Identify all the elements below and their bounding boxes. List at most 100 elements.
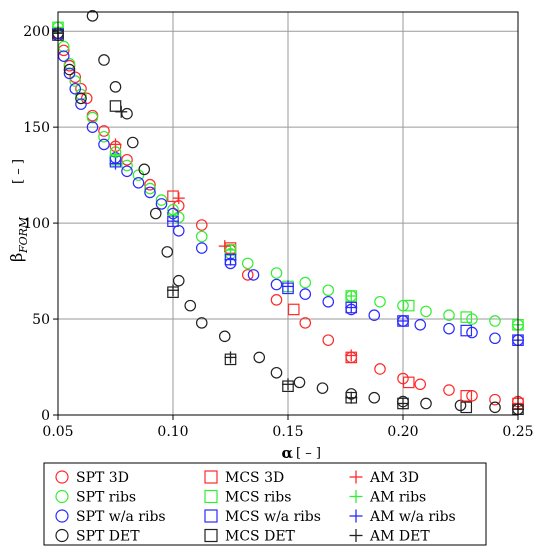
data-point-spt-ribs	[69, 75, 82, 87]
data-point-am-3d	[109, 138, 122, 151]
data-point-spt-det	[420, 397, 432, 410]
data-point-am-w-a-ribs	[282, 280, 294, 293]
legend-label-spt-ribs: SPT ribs	[76, 490, 136, 506]
x-axis-unit: [ – ]	[296, 446, 321, 461]
data-point-spt-3d	[322, 334, 335, 346]
data-point-am-det	[224, 351, 237, 364]
data-point-spt-det	[184, 299, 197, 312]
legend-marker-am-w-a-ribs	[349, 509, 363, 523]
legend-marker-mcs-det	[204, 528, 218, 543]
data-point-am-ribs	[345, 290, 358, 303]
x-tick-label: 0.10	[157, 424, 188, 440]
data-point-spt-w-a-ribs	[75, 98, 87, 110]
data-point-spt-det	[316, 382, 329, 394]
data-point-spt-3d	[270, 294, 283, 306]
data-point-spt-ribs	[144, 182, 156, 195]
data-point-am-3d	[345, 349, 358, 362]
data-point-spt-ribs	[195, 230, 208, 243]
legend-label-am-3d: AM 3D	[369, 470, 419, 486]
data-point-am-w-a-ribs	[345, 301, 358, 314]
legend-label-am-ribs: AM ribs	[369, 490, 426, 506]
data-point-spt-det	[126, 136, 139, 149]
data-point-spt-det	[86, 10, 99, 22]
legend-label-mcs-det: MCS DET	[225, 529, 296, 545]
legend-label-spt-det: SPT DET	[76, 529, 140, 545]
y-axis-label-main: β	[7, 253, 26, 262]
y-tick-label: 150	[23, 120, 50, 136]
x-tick-label: 0.25	[502, 424, 533, 440]
legend-label-am-w-a-ribs: AM w/a ribs	[369, 509, 456, 525]
data-point-spt-w-a-ribs	[98, 138, 110, 151]
data-point-am-3d	[172, 192, 185, 205]
data-point-spt-w-a-ribs	[247, 269, 260, 281]
x-tick-label: 0.20	[387, 424, 418, 440]
data-point-mcs-det	[460, 401, 473, 414]
data-point-spt-3d	[144, 178, 156, 191]
legend-marker-spt-ribs	[55, 489, 69, 504]
legend-box	[43, 462, 487, 546]
y-tick-label: 0	[41, 408, 50, 424]
data-point-spt-ribs	[322, 284, 335, 297]
data-point-spt-det	[149, 207, 162, 220]
data-point-spt-det	[253, 351, 266, 364]
data-point-spt-w-a-ribs	[443, 322, 455, 335]
data-point-spt-3d	[121, 153, 133, 166]
data-point-spt-ribs	[86, 111, 99, 124]
data-point-spt-3d	[489, 393, 501, 406]
legend-label-spt-w-a-ribs: SPT w/a ribs	[76, 509, 166, 525]
data-point-spt-w-a-ribs	[489, 332, 501, 345]
legend-label-spt-3d: SPT 3D	[76, 470, 129, 486]
data-point-spt-ribs	[121, 159, 133, 172]
data-point-am-w-a-ribs	[167, 215, 179, 228]
legend-label-mcs-3d: MCS 3D	[225, 470, 284, 486]
data-point-spt-3d	[299, 317, 312, 329]
data-point-spt-det	[98, 54, 110, 66]
data-point-spt-w-a-ribs	[155, 198, 168, 210]
legend-marker-mcs-w-a-ribs	[204, 509, 218, 523]
data-point-spt-ribs	[270, 267, 283, 279]
data-point-spt-3d	[374, 363, 386, 375]
legend-marker-spt-3d	[55, 470, 69, 484]
data-point-spt-det	[161, 246, 174, 258]
data-point-am-det	[115, 105, 128, 118]
data-point-spt-w-a-ribs	[144, 186, 156, 199]
data-point-spt-3d	[57, 44, 70, 57]
data-point-spt-det	[138, 163, 151, 176]
x-axis-label: α	[281, 444, 293, 462]
data-point-spt-ribs	[299, 276, 312, 289]
data-point-spt-ribs	[420, 305, 432, 318]
legend-label-am-det: AM DET	[369, 529, 430, 545]
data-point-spt-3d	[241, 269, 254, 281]
data-point-am-det	[282, 378, 294, 391]
series-am-det	[52, 27, 524, 416]
x-tick-label: 0.05	[42, 424, 73, 440]
data-point-spt-w-a-ribs	[69, 82, 82, 95]
data-point-spt-det	[368, 391, 381, 404]
data-point-spt-ribs	[98, 130, 110, 143]
axes: 0.05 0.10 0.15 0.20 0.25 0 50 100 150 200	[23, 24, 533, 440]
data-point-mcs-3d	[287, 303, 300, 316]
data-point-spt-ribs	[57, 40, 70, 53]
data-point-spt-det	[489, 401, 501, 414]
y-tick-label: 200	[23, 24, 50, 40]
data-point-spt-det	[63, 63, 76, 76]
data-point-spt-3d	[69, 71, 82, 84]
data-point-spt-w-a-ribs	[270, 278, 283, 291]
data-point-mcs-ribs	[402, 299, 415, 312]
legend-marker-am-det	[349, 529, 363, 542]
data-point-spt-w-a-ribs	[132, 176, 145, 189]
data-point-am-det	[397, 397, 409, 410]
data-point-am-w-a-ribs	[224, 253, 237, 266]
data-point-spt-ribs	[443, 309, 455, 322]
data-point-spt-w-a-ribs	[414, 319, 427, 331]
legend-marker-mcs-ribs	[204, 489, 218, 504]
data-point-am-w-a-ribs	[397, 314, 409, 327]
data-point-spt-ribs	[489, 315, 501, 327]
y-tick-label: 100	[23, 216, 50, 232]
data-point-mcs-w-a-ribs	[460, 324, 473, 337]
data-point-spt-det	[172, 274, 185, 287]
legend-marker-am-3d	[349, 470, 363, 484]
legend-label-mcs-ribs: MCS ribs	[225, 490, 291, 506]
